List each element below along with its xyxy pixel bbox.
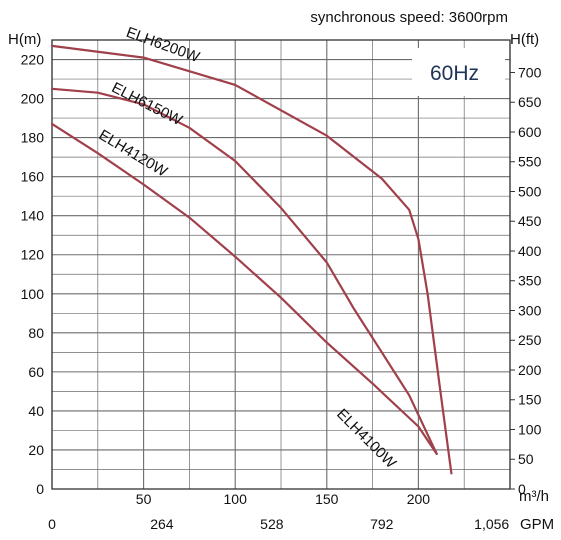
x-gpm-tick-label: 1,056 [474, 516, 509, 532]
y-right-tick-label: 100 [518, 421, 542, 437]
pump-curve-line [50, 44, 453, 475]
x-axis-flow-unit: m³/h [519, 488, 549, 505]
y-axis-left-label: H(m) [8, 31, 41, 48]
x-gpm-tick-label: 0 [48, 516, 56, 532]
y-right-tick-label: 500 [518, 183, 542, 199]
x-flow-tick-label: 200 [407, 491, 431, 507]
y-left-tick-label: 220 [21, 52, 45, 68]
y-left-tick-label: 60 [28, 364, 44, 380]
y-right-tick-label: 50 [518, 451, 534, 467]
y-left-tick-label: 0 [36, 481, 44, 497]
x-axis-flow-ticks: 50 100 150 200 [136, 491, 430, 507]
x-flow-tick-label: 100 [224, 491, 248, 507]
chart-title: synchronous speed: 3600rpm [310, 9, 508, 26]
x-gpm-tick-label: 264 [150, 516, 174, 532]
plot-frame [51, 39, 511, 490]
y-right-tick-label: 200 [518, 362, 542, 378]
y-right-tick-label: 700 [518, 64, 542, 80]
pump-curve-label: ELH4100W [333, 406, 400, 473]
y-right-tick-label: 600 [518, 124, 542, 140]
pump-curve-label: ELH6150W [109, 79, 186, 129]
y-left-tick-label: 160 [21, 169, 45, 185]
y-left-tick-label: 20 [28, 442, 44, 458]
y-left-tick-label: 80 [28, 325, 44, 341]
y-right-tick-label: 0 [518, 481, 526, 497]
y-left-tick-label: 200 [21, 91, 45, 107]
x-flow-tick-label: 150 [315, 491, 339, 507]
x-axis-gpm-ticks: 0 264 528 792 1,056 [48, 516, 509, 532]
pump-curve-label: ELH4120W [96, 126, 171, 181]
y-right-tick-label: 450 [518, 213, 542, 229]
x-axis-gpm-unit: GPM [520, 516, 554, 533]
y-left-tick-label: 120 [21, 247, 45, 263]
y-axis-right-label: H(ft) [510, 31, 539, 48]
y-left-tick-label: 100 [21, 286, 45, 302]
y-right-tick-label: 300 [518, 302, 542, 318]
y-axis-right-ticks: 0 50 100 150 200 250 300 350 400 450 500 550 600 650 7… [518, 64, 542, 497]
frequency-label: 60Hz [430, 62, 479, 85]
y-right-tick-label: 400 [518, 243, 542, 259]
y-left-tick-label: 140 [21, 208, 45, 224]
x-gpm-tick-label: 528 [260, 516, 284, 532]
y-right-tick-label: 350 [518, 273, 542, 289]
y-right-tick-label: 650 [518, 94, 542, 110]
x-gpm-tick-label: 792 [370, 516, 394, 532]
y-right-tick-label: 250 [518, 332, 542, 348]
y-left-tick-label: 40 [28, 403, 44, 419]
y-right-tick-label: 150 [518, 392, 542, 408]
pump-curve-line [50, 87, 438, 455]
y-axis-left-ticks: 0 20 40 60 80 100 120 140 160 180 200 220 [21, 52, 45, 497]
legend-box [412, 48, 505, 96]
x-flow-tick-label: 50 [136, 491, 152, 507]
y-left-tick-label: 180 [21, 130, 45, 146]
pump-curve-line [50, 122, 438, 455]
y-right-tick-label: 550 [518, 154, 542, 170]
